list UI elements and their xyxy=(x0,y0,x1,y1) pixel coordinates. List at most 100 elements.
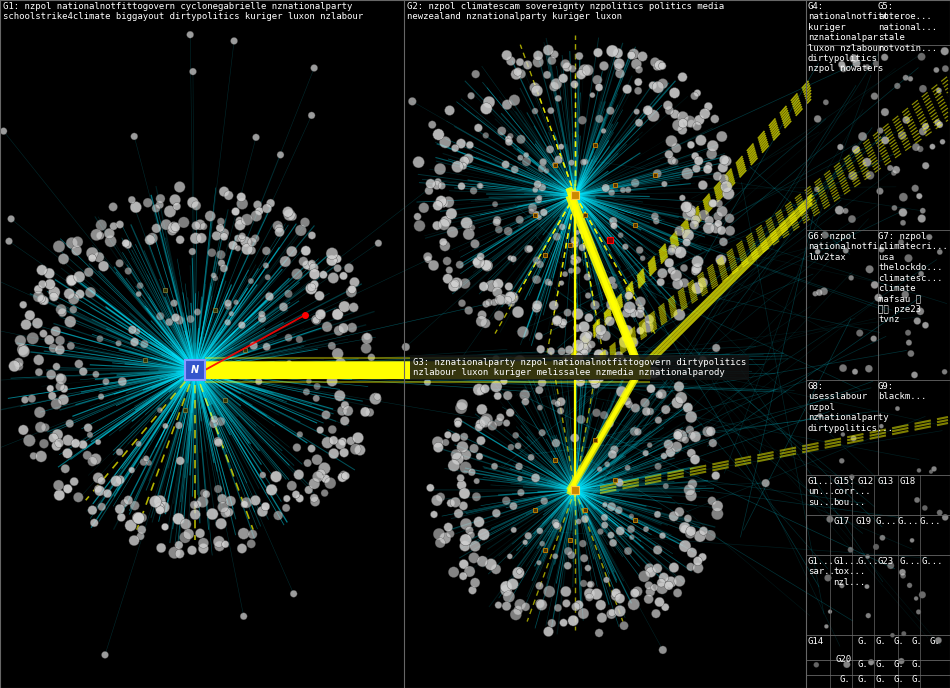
Circle shape xyxy=(175,549,184,559)
Circle shape xyxy=(623,301,636,314)
Circle shape xyxy=(305,486,313,494)
Circle shape xyxy=(441,216,451,227)
Circle shape xyxy=(478,528,489,540)
Circle shape xyxy=(481,385,489,394)
Circle shape xyxy=(471,70,480,78)
Circle shape xyxy=(537,261,543,268)
Circle shape xyxy=(901,220,906,226)
Text: G...: G... xyxy=(898,517,920,526)
Circle shape xyxy=(451,433,460,442)
Circle shape xyxy=(368,354,375,361)
Text: G2: nzpol climatescam sovereignty nzpolitics politics media
newzealand nznationa: G2: nzpol climatescam sovereignty nzpoli… xyxy=(407,2,724,21)
Circle shape xyxy=(321,475,330,483)
Circle shape xyxy=(674,575,685,587)
Text: G.: G. xyxy=(858,637,868,646)
Circle shape xyxy=(699,109,711,119)
Circle shape xyxy=(217,250,225,259)
Circle shape xyxy=(440,533,451,544)
Circle shape xyxy=(657,579,666,587)
Circle shape xyxy=(460,156,469,166)
Circle shape xyxy=(96,232,104,239)
Circle shape xyxy=(525,363,533,370)
Circle shape xyxy=(655,463,661,470)
Circle shape xyxy=(130,501,140,510)
Circle shape xyxy=(597,376,604,383)
Circle shape xyxy=(937,121,943,128)
Circle shape xyxy=(655,417,662,424)
Circle shape xyxy=(460,518,472,530)
Circle shape xyxy=(590,301,599,310)
Circle shape xyxy=(536,599,544,608)
Circle shape xyxy=(340,471,348,478)
Circle shape xyxy=(512,432,519,438)
Circle shape xyxy=(614,58,624,69)
Circle shape xyxy=(450,497,461,507)
Circle shape xyxy=(506,292,519,303)
Circle shape xyxy=(514,606,522,615)
Text: G.: G. xyxy=(894,637,904,646)
Circle shape xyxy=(468,552,479,563)
Circle shape xyxy=(616,479,623,486)
Circle shape xyxy=(899,658,904,664)
Circle shape xyxy=(557,407,564,414)
Circle shape xyxy=(887,165,893,171)
Circle shape xyxy=(615,352,623,361)
Circle shape xyxy=(844,661,850,668)
Circle shape xyxy=(224,508,234,517)
Circle shape xyxy=(108,202,118,211)
Circle shape xyxy=(298,257,308,266)
Circle shape xyxy=(261,502,270,510)
Circle shape xyxy=(67,277,76,286)
Circle shape xyxy=(237,198,248,209)
Circle shape xyxy=(511,527,517,533)
Circle shape xyxy=(446,499,455,507)
Circle shape xyxy=(136,441,142,447)
Circle shape xyxy=(571,80,579,88)
Circle shape xyxy=(601,128,606,133)
Circle shape xyxy=(483,132,489,138)
Circle shape xyxy=(206,508,219,520)
Circle shape xyxy=(124,268,132,275)
Circle shape xyxy=(576,372,586,381)
Circle shape xyxy=(570,257,579,266)
Circle shape xyxy=(241,497,252,508)
Circle shape xyxy=(131,133,138,140)
Circle shape xyxy=(445,105,454,116)
Circle shape xyxy=(335,358,346,369)
Circle shape xyxy=(628,599,639,610)
Circle shape xyxy=(265,275,271,280)
Text: G.: G. xyxy=(858,675,868,684)
Circle shape xyxy=(922,162,929,169)
Circle shape xyxy=(48,433,58,442)
Text: G9:
blackm...: G9: blackm... xyxy=(878,382,926,401)
Circle shape xyxy=(86,247,98,259)
Circle shape xyxy=(66,342,75,350)
Circle shape xyxy=(722,188,734,200)
Circle shape xyxy=(664,440,674,449)
Circle shape xyxy=(643,370,653,380)
Circle shape xyxy=(475,423,483,431)
Circle shape xyxy=(882,136,889,144)
Circle shape xyxy=(103,378,109,385)
Circle shape xyxy=(189,248,196,255)
Circle shape xyxy=(543,45,554,56)
Circle shape xyxy=(524,245,532,253)
Circle shape xyxy=(706,427,715,436)
Circle shape xyxy=(332,348,343,359)
Circle shape xyxy=(570,433,580,442)
Circle shape xyxy=(295,336,303,343)
Circle shape xyxy=(70,477,79,486)
Circle shape xyxy=(877,188,884,195)
Circle shape xyxy=(90,453,102,464)
Circle shape xyxy=(585,331,593,338)
Circle shape xyxy=(247,539,256,548)
Circle shape xyxy=(840,583,845,588)
Circle shape xyxy=(514,67,522,76)
Circle shape xyxy=(522,603,530,611)
Circle shape xyxy=(673,279,683,289)
Circle shape xyxy=(659,646,667,654)
Circle shape xyxy=(682,229,694,241)
Circle shape xyxy=(366,408,374,416)
Circle shape xyxy=(564,547,572,555)
Circle shape xyxy=(248,246,256,255)
